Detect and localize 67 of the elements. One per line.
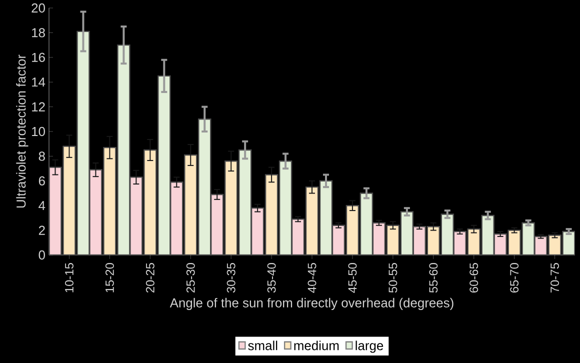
bar bbox=[76, 30, 90, 255]
bar bbox=[130, 176, 143, 255]
x-tick-label: 70-75 bbox=[550, 263, 560, 292]
y-tick-label: 16 bbox=[32, 52, 45, 62]
x-tick-label: 50-55 bbox=[388, 263, 398, 293]
x-tick-label: 65-70 bbox=[510, 262, 519, 292]
bar bbox=[305, 186, 319, 255]
bar bbox=[372, 222, 386, 255]
x-tick-label: 40-45 bbox=[308, 263, 316, 293]
bar bbox=[184, 154, 198, 255]
x-tick-label: 10-15 bbox=[65, 263, 74, 292]
bar bbox=[346, 205, 360, 255]
bar bbox=[238, 149, 252, 255]
bar bbox=[426, 226, 440, 255]
bar bbox=[481, 214, 494, 255]
bar bbox=[224, 160, 238, 255]
bar bbox=[144, 149, 157, 255]
x-tick-label: 60-65 bbox=[470, 263, 478, 292]
x-tick-label: 15-20 bbox=[105, 262, 114, 292]
bar bbox=[440, 214, 454, 255]
bar bbox=[400, 211, 414, 255]
y-tick-label: 0 bbox=[38, 250, 45, 260]
bar bbox=[332, 224, 346, 255]
x-tick-label: 25-30 bbox=[186, 262, 195, 293]
x-axis-title: Angle of the sun from directly overhead (degrees) bbox=[170, 298, 454, 310]
y-tick-label: 6 bbox=[38, 176, 45, 186]
legend-label: medium bbox=[294, 340, 339, 350]
y-tick-label: 12 bbox=[32, 102, 45, 112]
bar bbox=[319, 180, 333, 255]
bar bbox=[548, 234, 562, 255]
x-tick-label: 55-60 bbox=[429, 262, 438, 293]
bar bbox=[453, 230, 466, 255]
y-tick-label: 4 bbox=[38, 201, 46, 210]
legend-label: large bbox=[356, 340, 384, 353]
x-tick-label: 30-35 bbox=[226, 263, 236, 293]
bar bbox=[89, 169, 102, 255]
bar bbox=[158, 75, 171, 255]
bar bbox=[534, 236, 548, 255]
y-tick-label: 14 bbox=[32, 78, 46, 87]
bar bbox=[522, 222, 535, 255]
bar bbox=[250, 207, 264, 255]
bar bbox=[103, 146, 116, 255]
bar bbox=[291, 218, 305, 255]
bar bbox=[562, 230, 576, 255]
bar bbox=[360, 192, 374, 255]
y-tick-label: 10 bbox=[32, 126, 45, 136]
bar bbox=[198, 118, 212, 255]
bar bbox=[467, 228, 480, 255]
bar bbox=[264, 174, 278, 255]
x-tick-label: 45-50 bbox=[348, 262, 357, 293]
y-tick-label: 8 bbox=[38, 152, 45, 161]
bar bbox=[210, 194, 224, 255]
bar bbox=[278, 160, 292, 255]
y-tick-label: 2 bbox=[38, 226, 45, 235]
x-tick-label: 20-25 bbox=[146, 263, 154, 293]
bar bbox=[117, 44, 130, 255]
bar bbox=[412, 226, 426, 255]
bar bbox=[494, 233, 507, 255]
bar bbox=[170, 182, 184, 255]
bar bbox=[386, 224, 400, 255]
legend-label: small bbox=[248, 340, 278, 350]
y-tick-label: 18 bbox=[32, 28, 45, 38]
y-tick-label: 20 bbox=[32, 3, 45, 13]
x-tick-label: 35-40 bbox=[267, 262, 276, 293]
bar bbox=[508, 230, 521, 255]
y-axis-title: Ultraviolet protection factor bbox=[16, 54, 28, 208]
bar bbox=[62, 146, 76, 255]
